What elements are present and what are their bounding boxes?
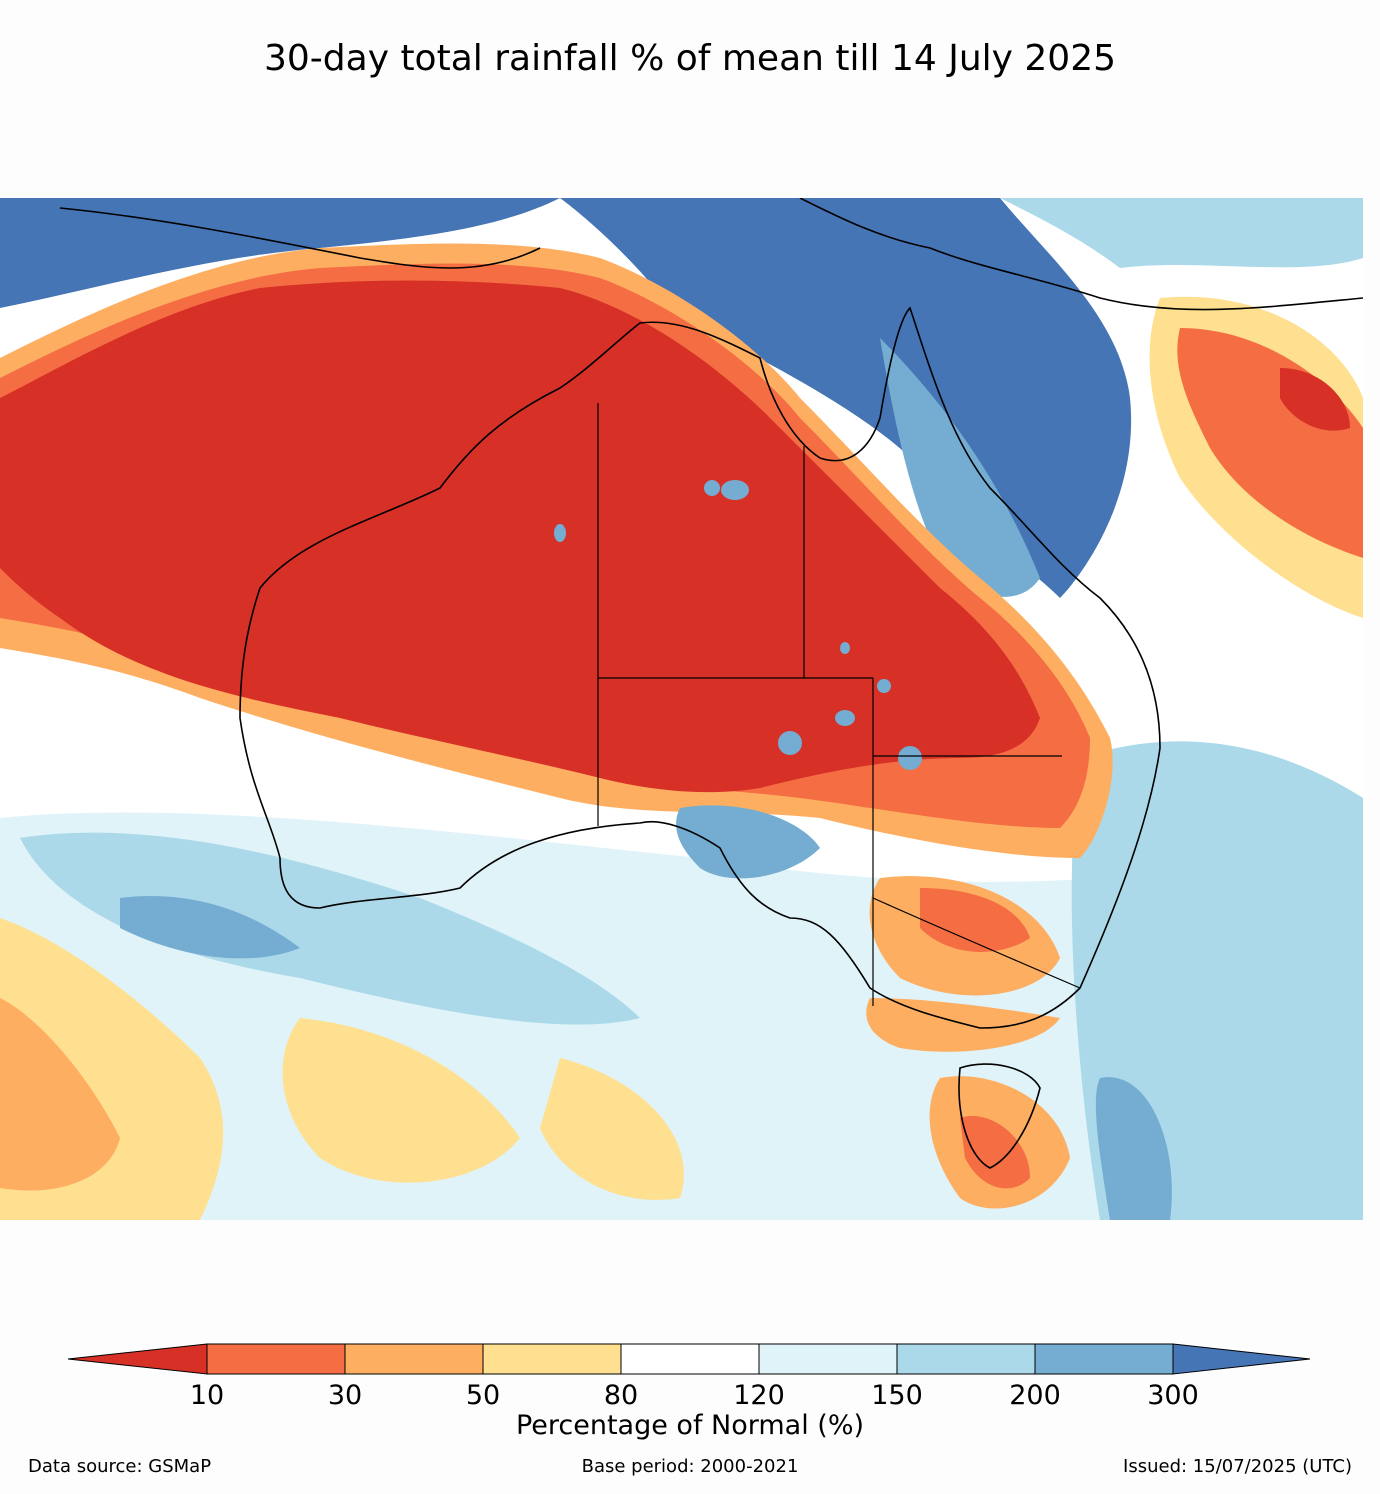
colorbar-segment — [620, 1343, 760, 1375]
zone-yellow-south-2 — [540, 1058, 684, 1200]
colorbar-tick-label: 30 — [327, 1380, 363, 1411]
colorbar-segment — [1034, 1343, 1174, 1375]
coastlines — [59, 198, 1363, 1169]
cell-blue-2 — [704, 480, 720, 496]
zone-yellow-south — [282, 1018, 520, 1183]
colorbar-segment-high — [1172, 1343, 1311, 1375]
colorbar-segment — [758, 1343, 898, 1375]
colorbar-tick-label: 10 — [189, 1380, 225, 1411]
colorbar — [60, 1336, 1320, 1386]
rainfall-map-svg — [0, 198, 1363, 1220]
issued-date: Issued: 15/07/2025 (UTC) — [1123, 1456, 1352, 1477]
zone-orange-southwest — [0, 998, 120, 1191]
zone-mid-blue-tasman — [1095, 1077, 1172, 1220]
colorbar-segment — [896, 1343, 1036, 1375]
base-period: Base period: 2000-2021 — [581, 1456, 799, 1477]
colorbar-segment — [206, 1343, 346, 1375]
zone-red-northeast — [1280, 368, 1350, 431]
colorbar-svg — [67, 1343, 1311, 1375]
zone-light-blue-northeast — [1000, 198, 1363, 268]
zone-blue-coral-sea — [880, 338, 1040, 597]
cell-blue-7 — [877, 679, 891, 693]
coastline-mainland — [239, 306, 1161, 1029]
rainfall-map — [0, 198, 1363, 1220]
cell-blue-1 — [721, 480, 749, 500]
cell-blue-6 — [898, 746, 922, 770]
zone-orange-victoria — [866, 998, 1060, 1052]
colorbar-tick-label: 120 — [733, 1380, 785, 1411]
zone-orange-southeast-core — [920, 888, 1030, 952]
cell-blue-8 — [840, 642, 850, 654]
cell-blue-4 — [778, 731, 802, 755]
zone-red-core — [0, 280, 1040, 793]
cell-blue-3 — [554, 524, 566, 542]
coastline-tasmania — [958, 1063, 1041, 1169]
colorbar-tick-label: 200 — [1009, 1380, 1061, 1411]
zone-blue-bight — [676, 805, 820, 879]
coastline-indonesia — [59, 207, 541, 269]
zone-orange-tasmania-core — [960, 1116, 1030, 1189]
border-nsw-vic — [872, 897, 1081, 989]
colorbar-segment-low — [67, 1343, 208, 1375]
zone-mid-blue-southwest — [120, 896, 300, 959]
colorbar-tick-label: 150 — [871, 1380, 923, 1411]
state-borders — [597, 403, 1081, 1006]
zone-dark-blue-north-west — [0, 198, 560, 308]
colorbar-label: Percentage of Normal (%) — [515, 1410, 865, 1441]
zone-blue-southwest — [20, 832, 640, 1025]
data-source: Data source: GSMaP — [28, 1456, 212, 1477]
cell-blue-5 — [835, 710, 855, 726]
coastline-png — [799, 198, 1363, 311]
colorbar-tick-label: 300 — [1147, 1380, 1199, 1411]
colorbar-tick-label: 80 — [603, 1380, 639, 1411]
colorbar-segment — [482, 1343, 622, 1375]
colorbar-segment — [344, 1343, 484, 1375]
colorbar-tick-label: 50 — [465, 1380, 501, 1411]
map-title: 30-day total rainfall % of mean till 14 … — [263, 38, 1117, 79]
